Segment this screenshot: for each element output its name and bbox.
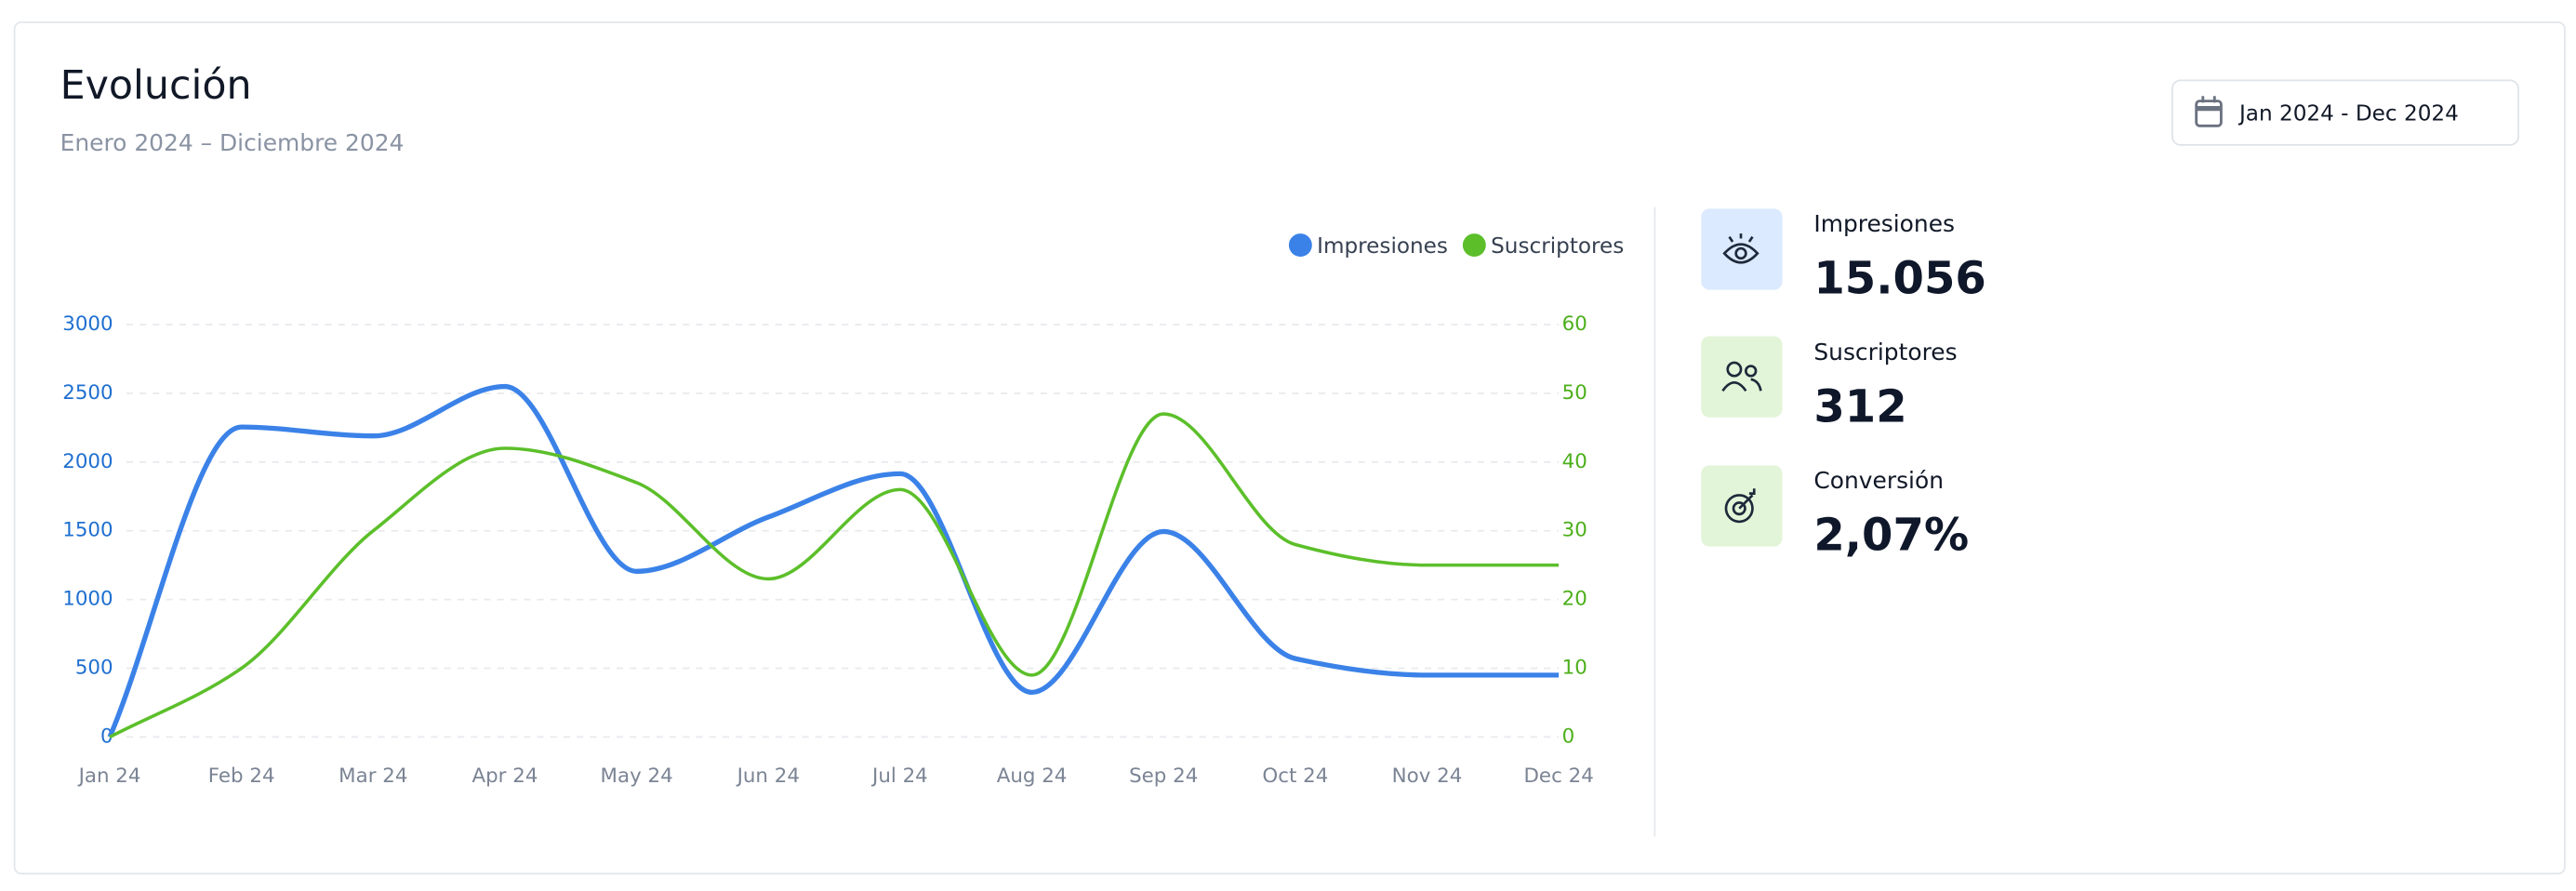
x-tick-label: Sep 24	[1129, 765, 1198, 788]
calendar-icon	[2195, 96, 2223, 127]
x-tick-label: Dec 24	[1523, 765, 1593, 788]
y-tick-label: 2500	[62, 381, 113, 405]
x-tick-label: May 24	[601, 765, 673, 788]
stat-label: Conversión	[1813, 467, 1944, 494]
y2-tick-label: 20	[1562, 588, 1587, 611]
stat-value: 2,07%	[1813, 510, 1969, 562]
eye-icon	[1722, 233, 1759, 264]
x-tick-label: Jul 24	[870, 765, 928, 788]
line-chart: 0500100015002000250030000102030405060Jan…	[62, 233, 1624, 788]
stats	[1701, 208, 1783, 547]
card-border	[13, 21, 2566, 875]
x-tick-label: Feb 24	[208, 765, 275, 788]
legend-marker	[1288, 233, 1312, 258]
stat-icon-box	[1701, 336, 1783, 418]
button-frame[interactable]	[2171, 79, 2519, 146]
x-tick-label: Jun 24	[736, 765, 800, 788]
x-tick-label: Apr 24	[472, 765, 538, 788]
stat-label: Suscriptores	[1813, 339, 1957, 366]
stat-label: Impresiones	[1813, 210, 1955, 237]
users-icon	[1721, 361, 1762, 392]
y2-tick-label: 60	[1562, 313, 1587, 336]
y-tick-label: 3000	[62, 313, 113, 336]
x-tick-label: Jan 24	[77, 765, 141, 788]
y-tick-label: 500	[75, 657, 113, 680]
line-series	[107, 383, 1560, 738]
legend-label: Suscriptores	[1491, 234, 1624, 259]
legend-marker	[1462, 233, 1486, 258]
x-tick-label: Aug 24	[997, 765, 1068, 788]
y-tick-label: 1000	[62, 588, 113, 611]
y2-tick-label: 40	[1562, 450, 1587, 473]
button-label[interactable]: Jan 2024 - Dec 2024	[2237, 101, 2459, 126]
x-tick-label: Nov 24	[1392, 765, 1463, 788]
y2-tick-label: 50	[1562, 381, 1587, 405]
x-tick-label: Oct 24	[1262, 765, 1328, 788]
title: Evolución	[60, 62, 252, 109]
y2-tick-label: 10	[1562, 657, 1587, 680]
y-tick-label: 1500	[62, 519, 113, 542]
y2-tick-label: 30	[1562, 519, 1587, 542]
y2-tick-label: 0	[1562, 725, 1575, 748]
target-icon	[1724, 488, 1756, 524]
y-tick-label: 2000	[62, 450, 113, 473]
x-tick-label: Mar 24	[339, 765, 407, 788]
date-range-button[interactable]: Jan 2024 - Dec 2024	[2171, 79, 2519, 146]
legend-label: Impresiones	[1317, 234, 1448, 259]
stat-value: 15.056	[1813, 253, 1985, 305]
stat-value: 312	[1813, 381, 1906, 433]
subtitle: Enero 2024 – Diciembre 2024	[60, 129, 405, 156]
line-series	[109, 412, 1560, 738]
